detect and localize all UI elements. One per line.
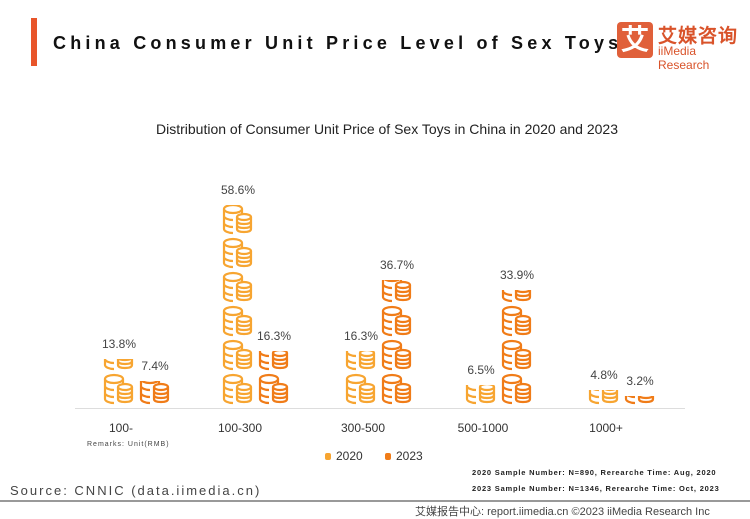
data-label: 33.9% [499,268,535,283]
bar-2020-100-300 [222,205,254,407]
coin-stack-icon [624,395,655,405]
legend-item-2023: 2023 [385,449,423,463]
coin-stack-icon [222,205,253,235]
coin-stack-icon [258,373,289,405]
x-tick-label: 100-300 [217,421,263,435]
legend-label: 2020 [336,449,363,463]
bar-2023-100- [139,381,171,407]
coin-stack-icon [381,373,412,405]
x-tick-label: 300-500 [340,421,386,435]
bar-2023-100-300 [258,350,290,407]
data-label: 16.3% [343,328,379,343]
coin-stack-icon [222,305,253,337]
data-label: 13.8% [101,337,137,352]
x-axis-line [75,408,685,409]
x-tick-label: 1000+ [589,421,623,435]
coin-stack-icon [222,373,253,405]
coin-stack-icon [381,280,412,303]
coin-stack-icon [139,381,170,405]
remarks: Remarks: Unit(RMB) [87,441,170,448]
coin-stack-icon [345,373,376,405]
bar-2023-300-500 [381,280,413,407]
logo-text-en: iiMedia Research [658,44,710,72]
coin-stack-icon [345,350,376,371]
bar-2023-500-1000 [501,290,533,407]
footer-divider [0,500,750,502]
footer-text: 艾媒报告中心: report.iimedia.cn ©2023 iiMedia … [415,506,710,518]
bar-2020-500-1000 [465,384,497,407]
sample-note-2023: 2023 Sample Number: N=1346, Rerearche Ti… [472,484,720,493]
coin-stack-icon [501,290,532,303]
coin-stack-icon [381,305,412,337]
coin-stack-icon [501,339,532,371]
bar-2023-1000+ [624,395,656,407]
coin-stack-icon [222,271,253,303]
logo-text-cn: 艾媒咨询 [658,26,739,47]
data-label: 6.5% [467,362,495,377]
chart-title: Distribution of Consumer Unit Price of S… [156,121,618,137]
coin-stack-icon [258,350,289,371]
sample-note-2020: 2020 Sample Number: N=890, Rerearche Tim… [472,468,717,477]
data-label: 58.6% [220,183,256,197]
coin-stack-icon [501,373,532,405]
data-label: 4.8% [590,368,618,383]
data-label: 36.7% [379,258,415,273]
x-tick-label: 100- [108,421,134,435]
bar-2020-100- [103,359,135,407]
coin-stack-icon [222,237,253,269]
legend-label: 2023 [396,449,423,463]
source: Source: CNNIC (data.iimedia.cn) [10,483,262,498]
data-label: 7.4% [141,359,169,374]
legend-item-2020: 2020 [325,449,363,463]
page-title: China Consumer Unit Price Level of Sex T… [53,33,623,53]
legend-swatch-2023 [385,452,391,460]
data-label: 3.2% [626,373,654,388]
coin-stack-icon [501,305,532,337]
coin-stack-icon [381,339,412,371]
coin-stack-icon [103,359,134,371]
coin-stack-icon [465,384,496,405]
data-label: 16.3% [256,328,292,343]
logo-icon: 艾 [617,22,653,58]
coin-stack-icon [103,373,134,405]
legend-swatch-2020 [325,452,331,460]
coin-stack-icon [222,339,253,371]
coin-stack-icon [588,390,619,405]
bar-2020-300-500 [345,350,377,407]
bar-2020-1000+ [588,390,620,407]
title-accent-bar [31,18,37,66]
x-tick-label: 500-1000 [457,421,509,435]
